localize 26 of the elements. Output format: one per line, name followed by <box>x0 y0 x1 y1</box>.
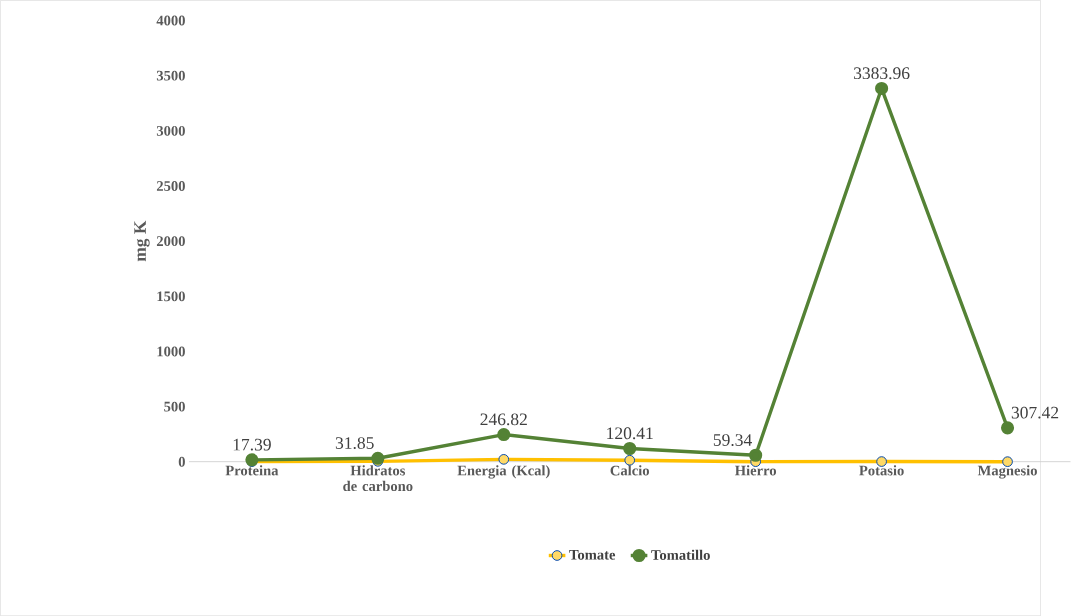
x-tick-label: Calcio <box>610 465 650 476</box>
y-tick-label: 3500 <box>156 70 185 81</box>
x-tick-label: Hierro <box>734 465 777 476</box>
data-label: 3383.96 <box>854 67 910 80</box>
y-tick-label: 3000 <box>156 125 185 136</box>
data-label: 307.42 <box>1011 406 1059 419</box>
y-tick-label: 0 <box>178 456 185 467</box>
data-label: 120.41 <box>607 427 653 440</box>
y-tick-label: 500 <box>164 401 185 412</box>
x-tick-label: Energia (Kcal) <box>457 465 550 479</box>
data-label: 17.39 <box>233 438 271 451</box>
legend-label: Tomatillo <box>651 549 710 560</box>
x-tick-label: Magnesio <box>977 465 1037 479</box>
x-tick-label: Hidratos de carbono <box>343 465 413 491</box>
y-axis-title: mg K <box>134 220 150 262</box>
y-tick-label: 1000 <box>157 346 185 357</box>
data-label: 246.82 <box>480 413 527 426</box>
y-tick-label: 2000 <box>156 236 185 246</box>
legend-label: Tomate <box>569 549 616 560</box>
data-label: 59.34 <box>713 434 752 446</box>
y-tick-label: 4000 <box>156 15 185 26</box>
x-tick-label: Potasio <box>859 465 904 476</box>
x-tick-label: Proteina <box>225 465 279 476</box>
y-tick-label: 2500 <box>156 180 185 191</box>
data-label: 31.85 <box>335 437 374 449</box>
y-tick-label: 1500 <box>157 291 185 302</box>
